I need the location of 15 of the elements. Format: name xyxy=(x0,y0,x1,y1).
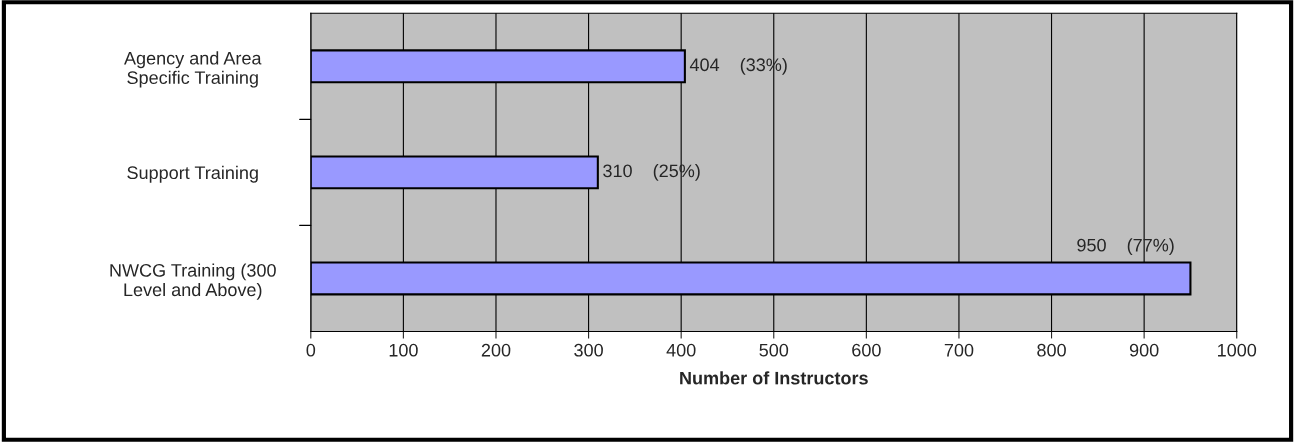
y-tick-label: Agency and Area Specific Training xyxy=(124,51,262,88)
x-tick-label: 700 xyxy=(944,343,974,357)
y-tick-label: NWCG Training (300 Level and Above) xyxy=(110,263,276,300)
y-tick-label: Support Training xyxy=(127,165,258,183)
x-tick-label: 400 xyxy=(666,343,696,357)
x-axis-title: Number of Instructors xyxy=(680,371,868,385)
x-tick-label: 800 xyxy=(1037,343,1066,357)
x-tick-label: 0 xyxy=(306,343,316,357)
x-tick-label: 300 xyxy=(574,343,603,357)
x-tick-label: 1000 xyxy=(1218,343,1257,357)
x-tick-label: 900 xyxy=(1129,343,1159,357)
x-tick-label: 500 xyxy=(759,343,789,357)
x-tick-label: 200 xyxy=(481,343,511,357)
x-tick-label: 100 xyxy=(389,343,418,357)
x-tick-label: 600 xyxy=(852,343,881,357)
